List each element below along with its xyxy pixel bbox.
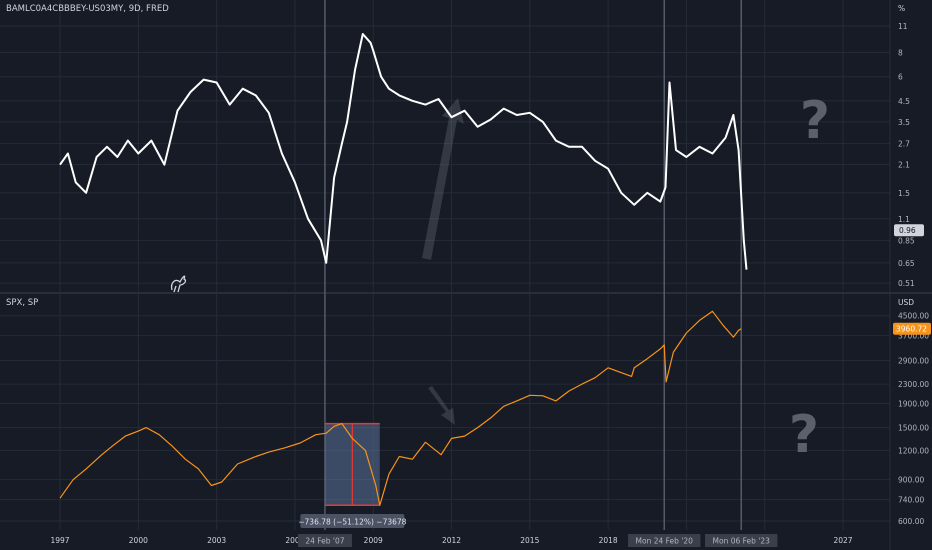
top-unit-label: %: [898, 4, 905, 13]
time-marker-label: Mon 24 Feb '20: [636, 537, 694, 546]
time-marker-label: 24 Feb '07: [305, 537, 344, 546]
top-axis-tick-label: 2.1: [898, 161, 910, 170]
top-axis-tick-label: 0.51: [898, 279, 915, 288]
bottom-last-value-tag: [893, 322, 931, 335]
time-axis-tick-label: 2000: [129, 536, 148, 545]
measure-tooltip-text: −736.78 (−51.12%) −73678: [298, 518, 406, 527]
question-mark-top: ?: [800, 91, 830, 151]
up-arrow-annotation: [422, 98, 464, 260]
top-pane-title: BAMLC0A4CBBBEY-US03MY, 9D, FRED: [6, 4, 169, 14]
bottom-axis-tick-label: 900.00: [898, 476, 924, 485]
time-axis-tick-label: 2006: [285, 536, 304, 545]
top-axis-tick-label: 11: [898, 22, 908, 31]
bottom-axis-tick-label: 1200.00: [898, 446, 929, 455]
top-axis-tick-label: 3.5: [898, 118, 910, 127]
time-marker-tag: [705, 534, 778, 547]
time-marker-tag: [297, 534, 352, 547]
time-axis-tick-label: 2012: [442, 536, 461, 545]
top-axis-tick-label: 0.85: [898, 236, 915, 245]
time-axis-tick-label: 1997: [50, 536, 69, 545]
top-axis-tick-label: 2.7: [898, 140, 910, 149]
top-axis-tick-label: 0.65: [898, 259, 915, 268]
bottom-last-value-text: 3960.72: [896, 325, 927, 334]
bottom-axis-tick-label: 2300.00: [898, 380, 929, 389]
time-marker-tag: [628, 534, 701, 547]
measure-tooltip-box: [300, 514, 405, 528]
time-marker-label: Mon 06 Feb '23: [713, 537, 771, 546]
down-arrow-annotation: [428, 386, 455, 425]
top-last-value-text: 0.96: [899, 226, 916, 235]
question-mark-bottom: ?: [789, 405, 819, 465]
time-axis-tick-label: 2018: [599, 536, 618, 545]
bottom-pane-title: SPX, SP: [6, 298, 39, 308]
bottom-axis-tick-label: 1500.00: [898, 424, 929, 433]
bottom-axis-tick-label: 3700.00: [898, 332, 929, 341]
time-axis-tick-label: 2003: [207, 536, 226, 545]
top-axis-tick-label: 1.1: [898, 215, 910, 224]
bottom-axis-tick-label: 600.00: [898, 517, 924, 526]
bottom-axis-tick-label: 2900.00: [898, 356, 929, 365]
time-axis-tick-label: 2015: [520, 536, 539, 545]
top-axis-tick-label: 4.5: [898, 97, 910, 106]
bottom-unit-label: USD: [898, 298, 914, 307]
time-axis-tick-label: 2027: [833, 536, 852, 545]
yield-spread-line: [59, 33, 748, 270]
logo-icon: [170, 275, 187, 293]
bottom-axis-tick-label: 4500.00: [898, 312, 929, 321]
bottom-axis-tick-label: 1900.00: [898, 400, 929, 409]
top-axis-tick-label: 1.5: [898, 189, 910, 198]
spx-price-line: [59, 310, 742, 506]
top-axis-tick-label: 8: [898, 49, 903, 58]
bottom-axis-tick-label: 740.00: [898, 496, 924, 505]
time-axis-tick-label: 2009: [364, 536, 383, 545]
top-last-value-tag: [894, 224, 924, 237]
top-axis-tick-label: 6: [898, 73, 903, 82]
